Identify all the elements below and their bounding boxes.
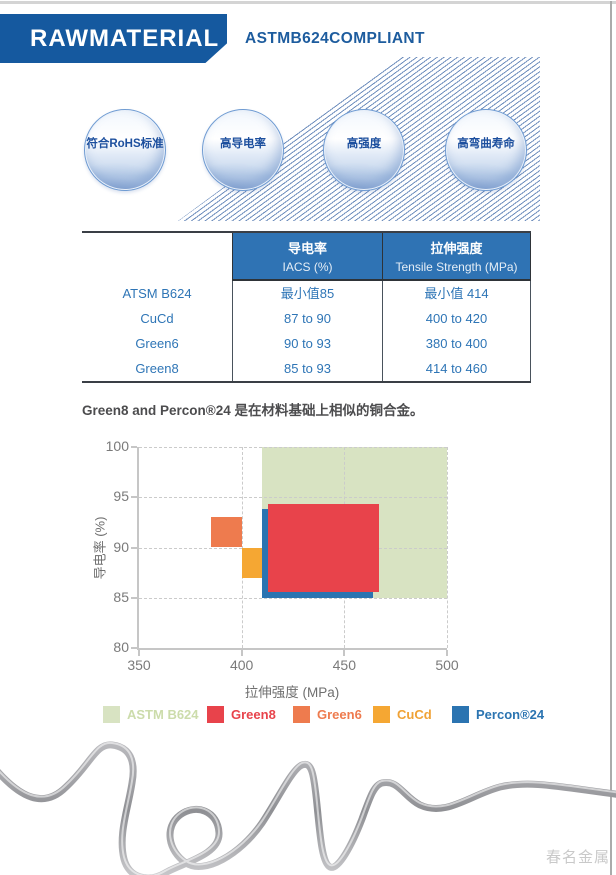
legend-swatch-percon-24 <box>452 706 469 723</box>
wire-illustration <box>0 741 616 875</box>
table-cell-green8-conductivity: 85 to 93 <box>232 356 382 381</box>
legend-label-cucd: CuCd <box>397 707 432 722</box>
x-tick-label-450: 450 <box>332 657 356 673</box>
page-top-edge <box>0 1 616 4</box>
chart-plot-area: 80 85 90 95 100 350 400 450 500 <box>106 438 459 673</box>
y-tick-label-85: 85 <box>113 588 129 605</box>
header-title: 导电率 <box>287 241 327 256</box>
legend-item-green6: Green6 <box>293 706 362 723</box>
y-tick-label-90: 90 <box>113 538 129 555</box>
legend-swatch-green6 <box>293 706 310 723</box>
range-region-green8 <box>268 504 380 592</box>
table-cell-cucd-tensile: 400 to 420 <box>382 306 531 331</box>
badge-label: 高导电率 <box>220 138 266 150</box>
legend-swatch-cucd <box>373 706 390 723</box>
chart-legend: ASTM B624 Green8 Green6 CuCd Percon®24 <box>0 706 616 726</box>
table-cell-cucd-conductivity: 87 to 90 <box>232 306 382 331</box>
legend-label-astm-b624: ASTM B624 <box>127 707 199 722</box>
table-cell-green6-material: Green6 <box>135 336 179 351</box>
table-cell-cucd-material: CuCd <box>140 311 174 326</box>
y-tick-mark <box>131 446 137 448</box>
badge-label: 高强度 <box>346 138 382 150</box>
section-title: RAWMATERIAL <box>30 24 220 52</box>
legend-swatch-astm-b624 <box>103 706 120 723</box>
gridline-y-85 <box>139 597 447 599</box>
table-header-tensile: 拉伸强度 Tensile Strength (MPa) <box>382 233 531 281</box>
table-header-conductivity: 导电率 IACS (%) <box>232 233 382 281</box>
table-cell-atsm-b624-conductivity: 最小值85 <box>232 281 382 306</box>
table-cell-green8-tensile: 414 to 460 <box>382 356 531 381</box>
y-tick-mark <box>131 647 137 649</box>
table-cell-green6-conductivity: 90 to 93 <box>232 331 382 356</box>
table-cell-atsm-b624-material: ATSM B624 <box>122 286 192 301</box>
x-tick-label-350: 350 <box>127 657 151 673</box>
x-tick-mark <box>138 650 140 656</box>
note-text: Green8 and Percon®24 是在材料基础上相似的铜合金。 <box>82 403 424 418</box>
header-title: 拉伸强度 <box>430 241 483 256</box>
table-corner-cell <box>82 233 232 281</box>
gridline-x-500 <box>447 447 448 648</box>
legend-item-green8: Green8 <box>207 706 276 723</box>
badge-label: 高弯曲寿命 <box>457 138 515 150</box>
compliance-title: ASTMB624COMPLIANT <box>245 30 425 47</box>
y-tick-mark <box>131 546 137 549</box>
legend-item-cucd: CuCd <box>373 706 432 723</box>
badge-strength: 高强度 <box>323 109 405 191</box>
material-properties-table: 导电率 IACS (%) 拉伸强度 Tensile Strength (MPa)… <box>82 231 531 383</box>
badge-conductivity: 高导电率 <box>202 109 284 191</box>
header-subtitle: IACS (%) <box>282 260 333 274</box>
gridline-y-95 <box>139 497 447 499</box>
y-tick-mark <box>131 496 137 499</box>
x-axis-title: 拉伸强度 (MPa) <box>244 685 340 700</box>
legend-swatch-green8 <box>207 706 224 723</box>
x-tick-label-500: 500 <box>435 657 459 673</box>
badge-bend-life: 高弯曲寿命 <box>445 109 527 191</box>
table-cell-green8-material: Green8 <box>135 361 179 376</box>
page-right-edge <box>610 1 612 875</box>
header-subtitle: Tensile Strength (MPa) <box>395 260 518 274</box>
legend-label-green8: Green8 <box>231 707 276 722</box>
y-tick-mark <box>131 596 137 599</box>
legend-item-percon-24: Percon®24 <box>452 706 544 723</box>
wire-highlight <box>0 741 616 875</box>
badge-label: 符合RoHS标准 <box>86 138 164 150</box>
x-tick-label-400: 400 <box>229 657 254 673</box>
badge-rohs: 符合RoHS标准 <box>84 109 166 191</box>
y-tick-label-95: 95 <box>113 488 129 505</box>
section-banner: RAWMATERIAL <box>0 14 227 63</box>
x-tick-mark <box>446 650 448 656</box>
gridline-y-100 <box>139 447 447 448</box>
y-tick-label-100: 100 <box>105 438 129 454</box>
legend-label-percon-24: Percon®24 <box>476 707 545 722</box>
range-region-green6 <box>210 517 242 548</box>
legend-item-astm-b624: ASTM B624 <box>103 706 199 723</box>
table-cell-green6-tensile: 380 to 400 <box>382 331 531 356</box>
y-tick-label-80: 80 <box>113 639 129 655</box>
watermark-text: 春名金属 <box>546 849 611 866</box>
y-axis-title: 导电率 (%) <box>92 516 108 580</box>
x-tick-mark <box>343 650 346 656</box>
x-tick-mark <box>240 650 243 656</box>
table-cell-atsm-b624-tensile: 最小值 414 <box>382 281 531 306</box>
legend-label-green6: Green6 <box>317 707 362 722</box>
